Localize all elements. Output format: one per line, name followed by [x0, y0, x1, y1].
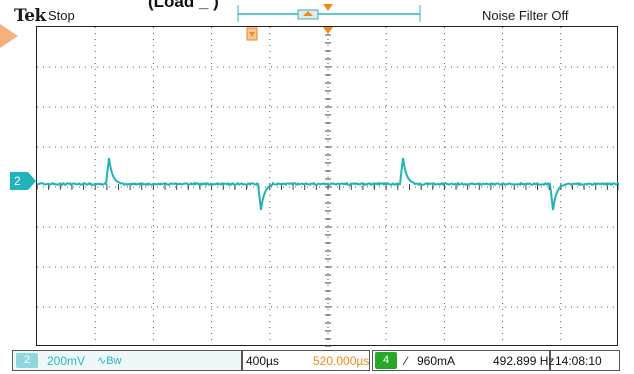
vertical-scale: 200mV [47, 351, 85, 372]
clock-readout: 14:08:10 [550, 350, 620, 371]
graticule [36, 26, 618, 346]
rising-edge-icon: ∕ [405, 351, 407, 372]
channel-2-badge: 2 [16, 353, 38, 368]
clock-time: 14:08:10 [555, 351, 602, 372]
trigger-readout[interactable]: 4 ∕ 960mA 492.899 Hz [372, 350, 550, 371]
horizontal-position: 520.000µs [313, 351, 369, 372]
record-marker-icon [323, 4, 333, 11]
bandwidth-limit-icon: ∿Bw [97, 351, 122, 372]
channel-2-marker-label: 2 [14, 174, 21, 188]
horizontal-readout[interactable]: 400µs 520.000µs [242, 350, 370, 371]
channel-2-readout[interactable]: 2 200mV ∿Bw [12, 350, 242, 371]
horizontal-position-icon[interactable] [323, 27, 333, 34]
trigger-source-badge: 4 [375, 352, 397, 369]
status-bar: 2 200mV ∿Bw 400µs 520.000µs 4 ∕ 960mA 49… [0, 348, 634, 374]
time-per-division: 400µs [246, 351, 279, 372]
trigger-frequency: 492.899 Hz [493, 351, 554, 372]
trigger-level: 960mA [417, 351, 455, 372]
trigger-position-icon[interactable] [247, 28, 257, 40]
trigger-markers [0, 26, 634, 46]
waveform-area [37, 27, 619, 347]
